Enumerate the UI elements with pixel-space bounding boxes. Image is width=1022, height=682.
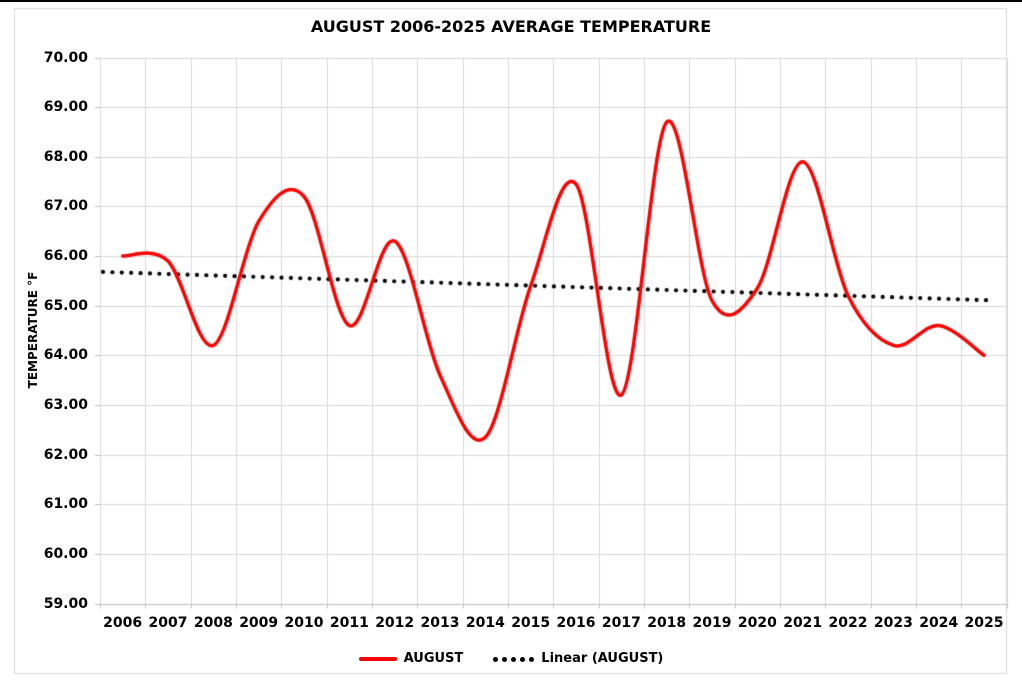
y-tick-label: 59.00	[43, 595, 88, 612]
x-tick-label: 2010	[284, 615, 324, 631]
y-tick-label: 68.00	[43, 148, 88, 165]
x-tick-label: 2014	[465, 615, 505, 631]
legend-dotted-marker	[493, 656, 535, 662]
x-tick-label: 2018	[647, 615, 687, 631]
y-tick-label: 60.00	[43, 545, 88, 562]
y-tick-label: 61.00	[43, 496, 88, 513]
y-tick-label: 64.00	[43, 347, 88, 364]
x-tick-label: 2016	[556, 615, 596, 631]
y-tick-label: 66.00	[43, 248, 88, 265]
x-tick-label: 2017	[601, 615, 641, 631]
legend-item-august: AUGUST	[358, 650, 464, 668]
y-tick-label: 67.00	[43, 198, 88, 215]
x-tick-label: 2013	[420, 615, 460, 631]
x-tick-label: 2021	[783, 615, 823, 631]
chart-title: AUGUST 2006-2025 AVERAGE TEMPERATURE	[310, 17, 712, 36]
x-tick-label: 2023	[873, 615, 913, 631]
legend-label-august: AUGUST	[403, 651, 464, 666]
x-tick-label: 2011	[329, 615, 369, 631]
x-tick-label: 2019	[692, 615, 732, 631]
x-tick-label: 2024	[919, 615, 959, 631]
x-tick-label: 2015	[511, 615, 551, 631]
y-axis-title: TEMPERATURE °F	[26, 271, 40, 389]
legend-line-marker	[358, 657, 397, 661]
x-tick-label: 2025	[964, 615, 1004, 631]
x-tick-label: 2020	[737, 615, 777, 631]
y-tick-label: 70.00	[43, 49, 88, 66]
x-tick-label: 2008	[193, 615, 233, 631]
y-tick-label: 63.00	[43, 396, 88, 413]
x-tick-label: 2007	[148, 615, 188, 631]
legend: AUGUST Linear (AUGUST)	[0, 648, 1022, 670]
x-tick-label: 2012	[375, 615, 415, 631]
x-tick-label: 2006	[103, 615, 143, 631]
x-tick-label: 2022	[828, 615, 868, 631]
legend-label-linear: Linear (AUGUST)	[541, 651, 664, 666]
y-tick-label: 62.00	[43, 446, 88, 463]
legend-item-linear: Linear (AUGUST)	[493, 650, 663, 668]
y-tick-label: 69.00	[43, 99, 88, 116]
y-tick-label: 65.00	[43, 297, 88, 314]
x-tick-label: 2009	[239, 615, 279, 631]
